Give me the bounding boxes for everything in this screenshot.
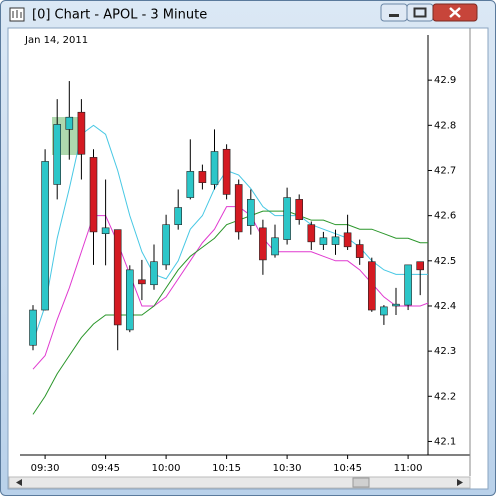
y-tick-label: 42.1 — [434, 436, 456, 447]
candle-body — [198, 171, 207, 183]
candle-body — [343, 232, 352, 248]
candle-body — [186, 171, 195, 198]
candle-body — [295, 199, 304, 221]
candle-body — [283, 197, 291, 240]
candle-body — [29, 309, 37, 346]
maximize-button[interactable] — [406, 3, 434, 22]
candle-body — [174, 207, 182, 225]
candle-body — [150, 261, 158, 286]
x-tick-label: 10:30 — [273, 463, 302, 474]
candle-body — [355, 244, 364, 258]
candle-body — [113, 229, 122, 326]
candle-body — [416, 261, 425, 271]
x-tick-label: 09:30 — [31, 463, 60, 474]
candle-body — [392, 303, 400, 307]
x-tick-label: 10:00 — [152, 463, 181, 474]
y-tick-label: 42.6 — [434, 211, 456, 222]
candle-body — [101, 227, 110, 235]
candle-body — [331, 236, 340, 245]
y-tick-label: 42.3 — [434, 346, 456, 357]
candle-body — [247, 199, 255, 226]
chart-panel — [7, 27, 489, 490]
date-label: Jan 14, 2011 — [24, 35, 88, 46]
candle-body — [77, 111, 86, 155]
candle-body — [319, 237, 328, 245]
x-tick-label: 11:00 — [394, 463, 423, 474]
candle-body — [210, 151, 219, 185]
y-tick-label: 42.2 — [434, 391, 456, 402]
candle-body — [380, 306, 388, 316]
y-tick-label: 42.8 — [434, 120, 456, 131]
x-tick-label: 10:45 — [333, 463, 362, 474]
app-icon — [9, 7, 25, 22]
candle-body — [367, 261, 376, 311]
candle-body — [65, 116, 74, 130]
candle-body — [162, 224, 170, 266]
close-button[interactable] — [432, 3, 478, 22]
candle-body — [307, 224, 316, 243]
window-title: [0] Chart - APOL - 3 Minute — [32, 8, 207, 23]
minimize-button[interactable] — [380, 3, 408, 22]
y-tick-label: 42.9 — [434, 75, 456, 86]
y-tick-label: 42.7 — [434, 165, 456, 176]
candle-body — [126, 269, 134, 331]
x-tick-label: 09:45 — [91, 463, 120, 474]
candle-body — [271, 237, 279, 256]
indicator-line — [32, 206, 428, 370]
y-tick-label: 42.5 — [434, 256, 456, 267]
indicator-line — [32, 124, 428, 343]
candle-body — [138, 279, 146, 285]
x-tick-label: 10:15 — [212, 463, 241, 474]
candle-body — [234, 184, 243, 233]
plot-area — [29, 81, 428, 415]
candle-body — [259, 227, 267, 261]
candle-body — [53, 124, 62, 185]
candle-body — [222, 148, 231, 195]
y-tick-label: 42.4 — [434, 301, 456, 312]
candle-body — [89, 157, 98, 233]
horizontal-scrollbar[interactable] — [8, 476, 471, 489]
indicator-line — [32, 210, 428, 415]
candle-body — [404, 264, 412, 306]
candle-body — [41, 161, 49, 311]
